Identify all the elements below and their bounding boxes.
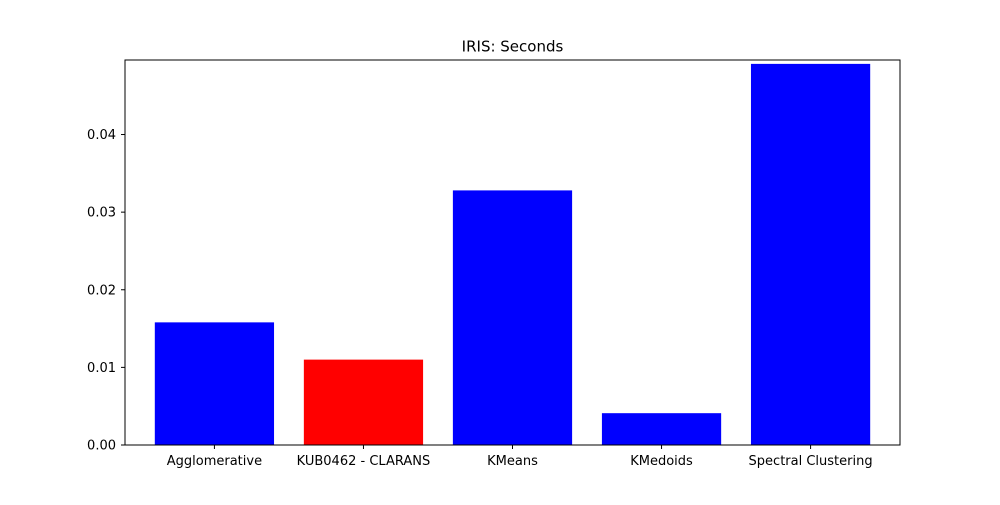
- y-axis: 0.00 0.01 0.02 0.03 0.04: [87, 128, 125, 454]
- y-tick-label: 0.00: [87, 439, 116, 454]
- bar-kmeans: [452, 190, 573, 445]
- x-tick-label: Spectral Clustering: [749, 454, 873, 469]
- x-tick-label: KUB0462 - CLARANS: [297, 454, 431, 469]
- y-tick-label: 0.04: [87, 128, 116, 143]
- y-tick-label: 0.03: [87, 206, 116, 221]
- x-tick-label: KMeans: [487, 454, 538, 469]
- x-tick-label: Agglomerative: [167, 454, 262, 469]
- x-tick-label: KMedoids: [630, 454, 693, 469]
- bars-layer: [154, 63, 871, 445]
- bar-spectral-clustering: [750, 63, 871, 445]
- y-tick-label: 0.02: [87, 283, 116, 298]
- bar-agglomerative: [154, 322, 275, 445]
- bar-kmedoids: [601, 413, 722, 445]
- y-tick-label: 0.01: [87, 361, 116, 376]
- plot-frame: [124, 59, 901, 446]
- bar-kub0462-clarans: [303, 359, 424, 445]
- x-axis: Agglomerative KUB0462 - CLARANS KMeans KMed…: [167, 445, 873, 469]
- chart-title: IRIS: Seconds: [462, 38, 564, 56]
